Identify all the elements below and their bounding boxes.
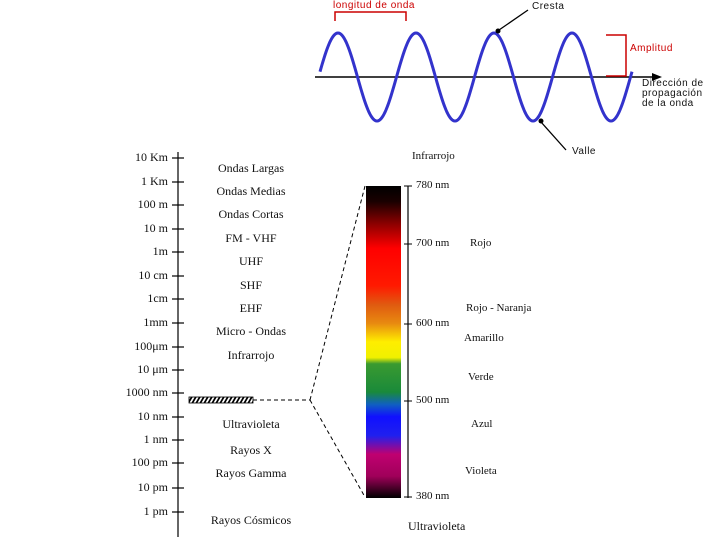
scale-tick-label: 100 pm [131,455,168,469]
trough-pointer [540,121,567,151]
color-label-violeta: Violeta [465,465,497,477]
color-label-rojo: Rojo [470,237,492,249]
nm-label-500: 500 nm [416,394,450,406]
infrared-top-label: Infrarrojo [412,150,455,162]
scale-tick-label: 1m [152,244,168,258]
propagation-arrowhead [652,73,662,81]
direction-label-line-3: de la onda [642,98,694,109]
direction-label-line-1: Dirección de [642,78,704,89]
band-label: SHF [239,278,262,292]
band-label: Ondas Medias [216,184,286,198]
band-label: FM - VHF [225,231,277,245]
scale-ticks [172,157,184,513]
direction-label-line-2: propagación [642,88,703,99]
zoom-line-top [309,185,366,401]
band-label: Rayos Gamma [215,466,287,480]
nm-scale-ticks [404,185,412,498]
band-label: Rayos Cósmicos [210,513,292,527]
visible-spectrum-bar [366,186,401,498]
band-label: Ondas Largas [217,161,285,175]
scale-tick-label: 100 m [137,197,168,211]
scale-tick-label: 10 m [143,221,168,235]
color-label-amarillo: Amarillo [464,332,504,344]
nm-label-780: 780 nm [416,179,450,191]
scale-tick-label: 1cm [147,291,168,305]
scale-tick-label: 1mm [143,315,168,329]
trough-label: Valle [572,146,596,157]
nm-label-600: 600 nm [416,317,450,329]
wavelength-label: longitud de onda [333,0,415,11]
scale-tick-label: 1000 nm [125,385,168,399]
scale-tick-label: 10 Km [135,150,168,164]
color-label-azul: Azul [471,418,493,430]
crest-pointer [498,9,529,31]
band-label: Ondas Cortas [218,207,284,221]
scale-tick-label: 1 Km [141,174,168,188]
amplitude-label: Amplitud [630,43,673,54]
sine-wave [318,31,634,123]
color-label-verde: Verde [468,371,494,383]
zoom-line-bottom [309,399,366,498]
scale-tick-label: 1 pm [143,504,168,518]
scale-tick-label: 10 pm [137,480,168,494]
scale-tick-label: 10 cm [138,268,168,282]
amplitude-bracket [606,34,627,77]
scale-tick-label: 10 nm [137,409,168,423]
nm-label-380: 380 nm [416,490,450,502]
crest-label: Cresta [532,1,565,12]
direction-label: Dirección de propagación de la onda [642,79,704,109]
scale-tick-label: 10 μm [137,362,168,376]
nm-label-700: 700 nm [416,237,450,249]
scale-tick-label: 1 nm [143,432,168,446]
crest-pointer-dot [495,28,501,34]
wavelength-bracket [334,11,407,21]
ultraviolet-bottom-label: Ultravioleta [408,519,466,533]
band-label: Micro - Ondas [216,324,286,338]
scale-tick-label: 100μm [134,339,168,353]
band-label: Ultravioleta [222,417,280,431]
band-label: Rayos X [230,443,272,457]
color-label-rojo-naranja: Rojo - Naranja [466,302,532,314]
band-label: UHF [238,254,263,268]
visible-band-marker [188,396,254,404]
band-label: EHF [239,301,263,315]
trough-pointer-dot [538,118,544,124]
band-label: Infrarrojo [227,348,275,362]
